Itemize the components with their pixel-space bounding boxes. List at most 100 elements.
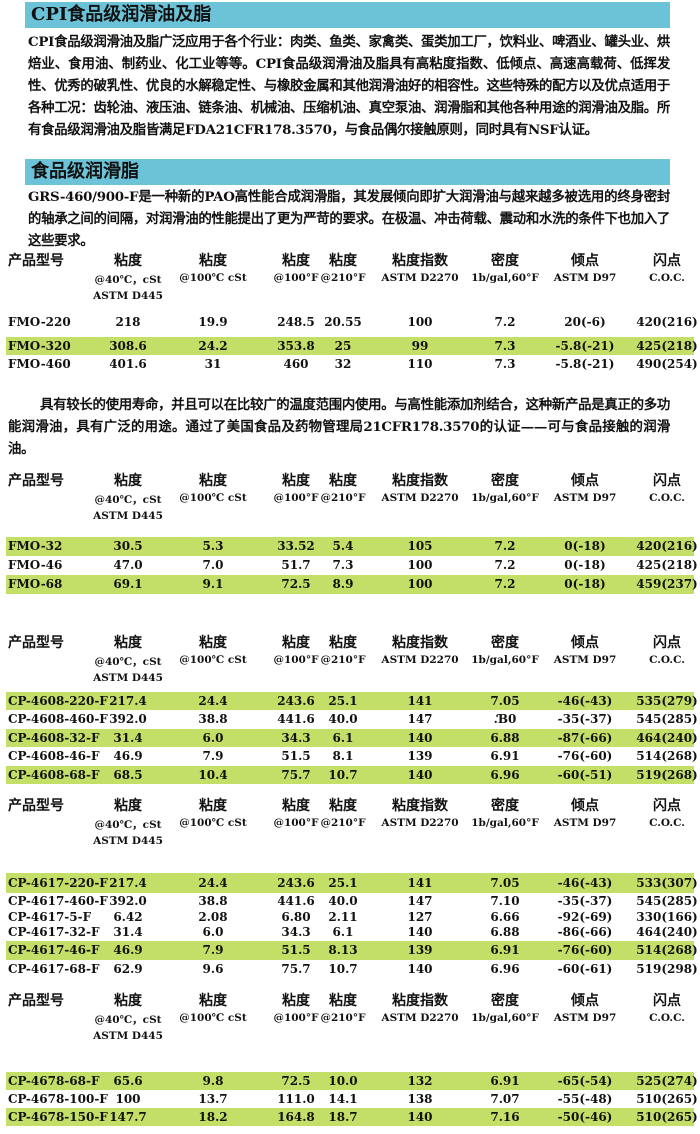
column-header: 粘度 bbox=[329, 253, 357, 269]
column-header: @100°F bbox=[273, 272, 319, 284]
spec-value: 51.7 bbox=[281, 558, 311, 572]
oil-paragraph: 具有较长的使用寿命，并且可以在比较广的温度范围内使用。与高性能添加剂结合，这种新… bbox=[8, 397, 670, 457]
spec-value: -46(-43) bbox=[557, 694, 613, 708]
column-header: @40℃，cSt bbox=[94, 819, 162, 831]
column-header: 粘度 bbox=[329, 635, 357, 651]
spec-value: 31.4 bbox=[113, 731, 143, 745]
spec-value: 139 bbox=[407, 749, 433, 763]
spec-value: 141 bbox=[407, 876, 433, 890]
table-row: CP-4608-460-F 392.0 38.8 441.6 40.0 147 .Ɓ0 -35… bbox=[6, 710, 698, 729]
table-row: CP-4617-220-F 217.4 24.4 243.6 25.1 141 7.05 -4… bbox=[6, 873, 698, 893]
spec-value: 464(240) bbox=[636, 925, 698, 939]
column-header: ASTM D2270 bbox=[381, 1012, 459, 1024]
spec-value: 31.4 bbox=[113, 925, 143, 939]
column-header: ASTM D445 bbox=[93, 835, 163, 847]
column-header: 粘度 bbox=[282, 993, 310, 1009]
column-header: 1b/gal,60°F bbox=[471, 272, 539, 284]
spec-value: 110 bbox=[407, 357, 433, 371]
spec-value: 10.7 bbox=[328, 962, 358, 976]
product-model: CP-4608-32-F bbox=[8, 731, 100, 745]
spec-value: 14.1 bbox=[328, 1092, 358, 1106]
spec-value: 514(268) bbox=[636, 943, 698, 957]
spec-value: 10.4 bbox=[198, 768, 228, 782]
spec-value: 248.5 bbox=[277, 315, 315, 329]
spec-value: 105 bbox=[407, 539, 433, 553]
spec-value: 545(285) bbox=[636, 712, 698, 726]
product-model: CP-4678-100-F bbox=[8, 1092, 108, 1106]
spec-value: -5.8(-21) bbox=[555, 357, 615, 371]
spec-value: 519(298) bbox=[636, 962, 698, 976]
product-model: CP-4617-46-F bbox=[8, 943, 100, 957]
spec-value: 138 bbox=[407, 1092, 433, 1106]
column-header: 1b/gal,60°F bbox=[471, 654, 539, 666]
spec-value: 38.8 bbox=[198, 712, 228, 726]
spec-value: 20(-6) bbox=[564, 315, 606, 329]
spec-value: 7.9 bbox=[202, 749, 224, 763]
column-header: ASTM D2270 bbox=[381, 272, 459, 284]
spec-value: 72.5 bbox=[281, 1074, 311, 1088]
spec-value: 31 bbox=[204, 357, 222, 371]
spec-value: -35(-37) bbox=[557, 712, 613, 726]
spec-value: 243.6 bbox=[277, 694, 315, 708]
spec-value: 9.1 bbox=[202, 577, 224, 591]
spec-value: 2.11 bbox=[328, 910, 358, 924]
column-header: 粘度 bbox=[199, 473, 227, 489]
spec-value: 6.42 bbox=[113, 910, 143, 924]
spec-value: -76(-60) bbox=[557, 749, 613, 763]
spec-value: -60(-61) bbox=[557, 962, 613, 976]
column-header: @40℃，cSt bbox=[94, 1014, 162, 1026]
spec-value: -35(-37) bbox=[557, 894, 613, 908]
spec-value: -46(-43) bbox=[557, 876, 613, 890]
spec-value: 18.2 bbox=[198, 1110, 228, 1124]
spec-value: 25.1 bbox=[328, 694, 358, 708]
spec-value: 19.9 bbox=[198, 315, 228, 329]
column-header: @100℃ cSt bbox=[179, 1012, 247, 1024]
column-header: 粘度 bbox=[282, 635, 310, 651]
column-header: 粘度 bbox=[199, 635, 227, 651]
spec-value: 140 bbox=[407, 1110, 433, 1124]
column-header: 1b/gal,60°F bbox=[471, 817, 539, 829]
spec-value: 217.4 bbox=[109, 876, 147, 890]
product-model: FMO-220 bbox=[8, 315, 71, 329]
table-row: CP-4617-68-F 62.9 9.6 75.7 10.7 140 6.96 -60(-6… bbox=[6, 961, 698, 978]
spec-value: 6.0 bbox=[202, 925, 224, 939]
table-row: CP-4608-220-F 217.4 24.4 243.6 25.1 141 7.05 -4… bbox=[6, 692, 698, 710]
spec-value: -50(-46) bbox=[557, 1110, 613, 1124]
table-row: CP-4617-5-F 6.42 2.08 6.80 2.11 127 6.66 -92(-6… bbox=[6, 910, 698, 925]
spec-value: 141 bbox=[407, 694, 433, 708]
spec-value: -76(-60) bbox=[557, 943, 613, 957]
spec-value: 6.88 bbox=[490, 925, 520, 939]
spec-value: 8.9 bbox=[332, 577, 354, 591]
spec-value: 9.6 bbox=[202, 962, 224, 976]
spec-value: 6.1 bbox=[332, 731, 354, 745]
column-header: ASTM D2270 bbox=[381, 492, 459, 504]
spec-value: 75.7 bbox=[281, 962, 311, 976]
spec-value: 100 bbox=[407, 577, 433, 591]
spec-value: 0(-18) bbox=[564, 558, 606, 572]
column-header: 倾点 bbox=[571, 798, 599, 814]
column-header: 密度 bbox=[491, 635, 519, 651]
product-model: FMO-460 bbox=[8, 357, 71, 371]
spec-value: 392.0 bbox=[109, 894, 147, 908]
spec-value: 6.96 bbox=[490, 768, 520, 782]
column-header: 粘度 bbox=[282, 473, 310, 489]
column-header: 闪点 bbox=[653, 253, 681, 269]
spec-value: 10.0 bbox=[328, 1074, 358, 1088]
table-row: CP-4608-32-F 31.4 6.0 34.3 6.1 140 6.88 -87(-66… bbox=[6, 729, 698, 747]
product-model: CP-4608-68-F bbox=[8, 768, 100, 782]
product-model: CP-4617-68-F bbox=[8, 962, 100, 976]
column-header: 粘度指数 bbox=[392, 635, 448, 651]
column-header: 闪点 bbox=[653, 635, 681, 651]
spec-value: -86(-66) bbox=[557, 925, 613, 939]
column-header: ASTM D445 bbox=[93, 290, 163, 302]
column-header: C.O.C. bbox=[649, 272, 685, 284]
section-title-cpi: CPI食品级润滑油及脂 bbox=[25, 2, 670, 28]
table-row: CP-4678-68-F 65.6 9.8 72.5 10.0 132 6.91 -65(-5… bbox=[6, 1072, 698, 1090]
table-row: CP-4678-150-F 147.7 18.2 164.8 18.7 140 7.16 -5… bbox=[6, 1108, 698, 1126]
product-model: FMO-320 bbox=[8, 339, 71, 353]
column-header: @40℃，cSt bbox=[94, 494, 162, 506]
column-header: 密度 bbox=[491, 798, 519, 814]
spec-value: 2.08 bbox=[198, 910, 228, 924]
spec-value: 7.3 bbox=[332, 558, 354, 572]
column-header: 产品型号 bbox=[8, 635, 64, 651]
